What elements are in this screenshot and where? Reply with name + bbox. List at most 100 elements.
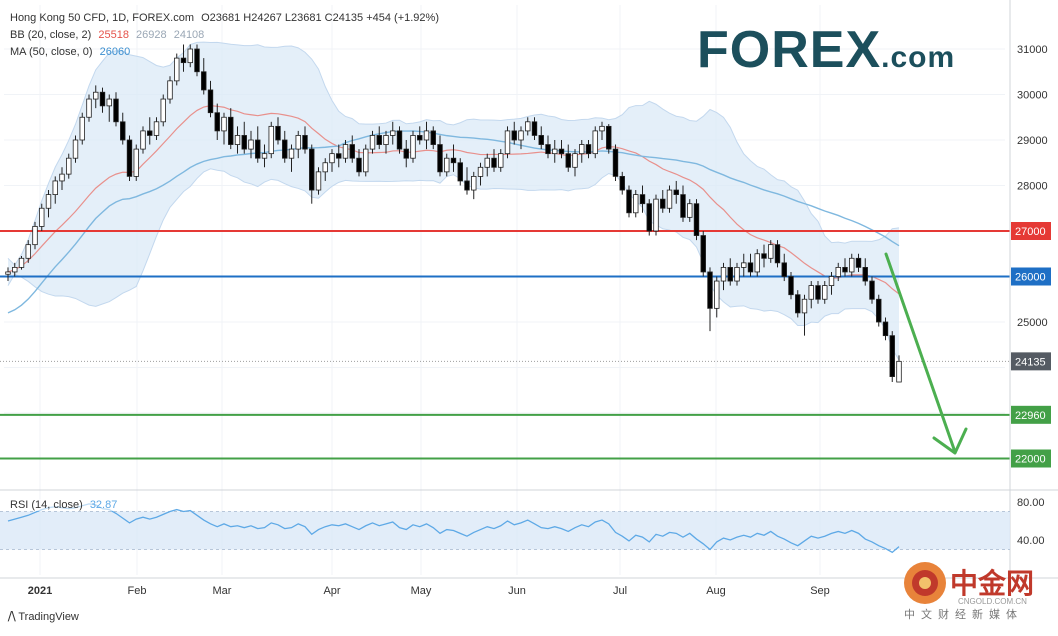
candle-body <box>376 135 382 145</box>
bb-upper-value: 26928 <box>136 29 167 41</box>
tradingview-label: TradingView <box>18 611 79 623</box>
x-tick-label: Apr <box>323 585 340 597</box>
ma-line <box>7 130 900 314</box>
candle-body <box>255 139 261 159</box>
rsi-tick-label: 80.00 <box>1017 497 1045 509</box>
candle-body <box>417 135 423 141</box>
candle-body <box>207 89 214 114</box>
candle-body <box>531 121 538 136</box>
candle-body <box>423 130 430 141</box>
y-tick-label: 25000 <box>1017 317 1048 329</box>
level-badge-label: 26000 <box>1015 272 1046 284</box>
candle-body <box>113 98 119 123</box>
header-title-row: Hong Kong 50 CFD, 1D, FOREX.com O23681 H… <box>10 12 443 24</box>
cngold-logo-icon <box>904 562 946 604</box>
candle-body <box>457 162 463 182</box>
candle-body <box>288 148 295 159</box>
candle-body <box>261 153 268 159</box>
bb-lower-value: 24108 <box>173 29 205 41</box>
candle-body <box>815 285 821 300</box>
candle-body <box>795 294 801 314</box>
tradingview-brand[interactable]: ⧸⧹ TradingView <box>8 611 79 624</box>
candle-body <box>275 125 281 141</box>
candle-body <box>545 144 551 155</box>
y-tick-label: 30000 <box>1017 90 1048 102</box>
candle-body <box>626 189 632 214</box>
bb-label: BB (20, close, 2) <box>10 29 92 41</box>
candle-body <box>707 271 713 309</box>
cngold-tagline: 中文财经新媒体 <box>904 608 1023 621</box>
candle-body <box>133 148 139 177</box>
candle-body <box>363 148 369 173</box>
candle-body <box>612 148 619 177</box>
ma-value: 26060 <box>99 46 131 58</box>
level-badge-label: 27000 <box>1015 226 1046 238</box>
candle-body <box>356 157 362 173</box>
candle-body <box>788 276 794 296</box>
last-price-badge <box>1011 352 1051 371</box>
candle-body <box>295 135 301 150</box>
candle-body <box>842 266 848 273</box>
candle-body <box>660 198 666 209</box>
candle-body <box>876 298 882 323</box>
candle-body <box>484 157 490 168</box>
arrow-shaft <box>884 252 957 454</box>
x-tick-label: 2021 <box>28 585 52 597</box>
instrument-title: Hong Kong 50 CFD, 1D, FOREX.com <box>10 12 195 24</box>
rsi-line <box>7 503 900 554</box>
candle-body <box>126 139 133 177</box>
candle-body <box>437 144 443 173</box>
candle-body <box>572 153 578 168</box>
candle-body <box>525 121 531 132</box>
candle-body <box>201 71 207 91</box>
candle-body <box>599 125 605 132</box>
candle-body <box>511 130 517 141</box>
candle-body <box>518 130 524 141</box>
candle-body <box>282 139 288 159</box>
time-axis: 2021 Feb Mar Apr May Jun Jul Aug Sep <box>28 585 830 597</box>
candle-body <box>234 135 241 145</box>
level-badge-label: 22000 <box>1015 454 1046 466</box>
candle-body <box>477 166 484 177</box>
candle-body <box>167 80 173 100</box>
level-badge <box>1011 449 1051 468</box>
ma-label: MA (50, close, 0) <box>10 46 93 58</box>
cngold-watermark: 中金网 <box>950 567 1035 600</box>
forecast-arrow <box>884 252 968 455</box>
candle-body <box>228 116 234 145</box>
candle-body <box>828 276 835 287</box>
candle-body <box>896 360 902 383</box>
candle-body <box>383 135 389 145</box>
candle-body <box>552 148 558 155</box>
arrow-head <box>932 427 968 455</box>
candle-body <box>693 203 700 236</box>
candle-body <box>221 116 227 132</box>
bb-legend[interactable]: BB (20, close, 2) 25518 26928 24108 <box>10 29 208 41</box>
candle-body <box>39 207 45 227</box>
candle-body <box>153 121 160 136</box>
candle-body <box>59 173 65 182</box>
candle-body <box>882 321 889 337</box>
rsi-legend[interactable]: RSI (14, close) 32.87 <box>10 499 122 511</box>
level-badge <box>1011 405 1051 424</box>
ma-legend[interactable]: MA (50, close, 0) 26060 <box>10 46 134 58</box>
candle-body <box>741 262 747 268</box>
candle-body <box>619 175 625 191</box>
level-badge <box>1011 267 1051 286</box>
candle-body <box>734 266 740 282</box>
candle-body <box>579 144 585 155</box>
candle-body <box>889 335 895 377</box>
candle-body <box>835 266 841 277</box>
candle-body <box>268 125 274 155</box>
candle-body <box>855 257 862 268</box>
rsi-band <box>0 511 1010 550</box>
rsi-tick-label: 40.00 <box>1017 535 1045 547</box>
candle-body <box>160 98 166 123</box>
candle-body <box>558 148 565 155</box>
candle-body <box>214 112 220 132</box>
candle-body <box>12 266 18 273</box>
candle-body <box>32 226 38 246</box>
candle-body <box>687 203 693 218</box>
